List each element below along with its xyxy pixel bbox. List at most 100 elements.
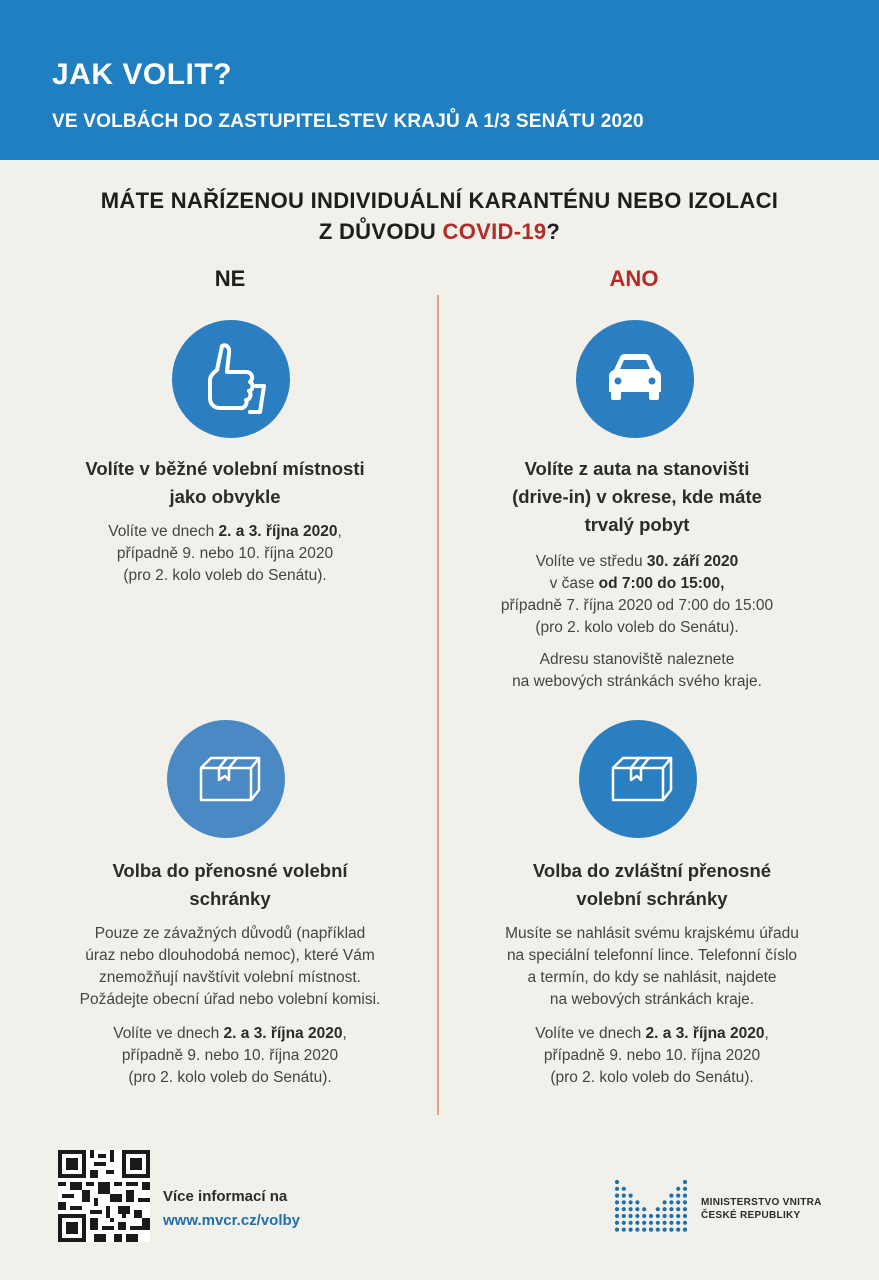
portable-box-dates: Volíte ve dnech 2. a 3. října 2020, bbox=[30, 1023, 430, 1045]
logo-dot bbox=[676, 1207, 681, 1212]
portable-box-text-3: znemožňují navštívit volební místnost. bbox=[99, 969, 361, 986]
logo-dot bbox=[635, 1213, 640, 1219]
logo-dot bbox=[648, 1227, 654, 1232]
drive-in-block: Volíte z auta na stanovišti (drive-in) v… bbox=[452, 455, 822, 693]
logo-dot bbox=[655, 1220, 660, 1225]
car-icon bbox=[576, 320, 694, 438]
special-box-text-3: a termín, do kdy se nahlásit, najdete bbox=[527, 969, 777, 986]
portable-box-block: Volba do přenosné volební schránky Pouze… bbox=[30, 857, 430, 1089]
question-heading: MÁTE NAŘÍZENOU INDIVIDUÁLNÍ KARANTÉNU NE… bbox=[0, 185, 879, 247]
portable-box-text-4: Požádejte obecní úřad nebo volební komis… bbox=[79, 991, 381, 1008]
logo-dot bbox=[682, 1200, 688, 1205]
logo-dot bbox=[635, 1227, 640, 1232]
regular-voting-dates: Volíte ve dnech 2. a 3. října 2020, bbox=[40, 521, 410, 543]
logo-dot bbox=[614, 1200, 620, 1205]
logo-dot bbox=[662, 1207, 667, 1212]
regular-voting-alt-dates: případně 9. nebo 10. října 2020 bbox=[116, 545, 334, 562]
logo-dot bbox=[628, 1220, 633, 1225]
logo-dot bbox=[676, 1200, 681, 1205]
drive-in-title-1: Volíte z auta na stanovišti bbox=[524, 458, 750, 479]
logo-dot bbox=[676, 1193, 681, 1198]
special-box-text-2: na speciální telefonní lince. Telefonní … bbox=[506, 947, 798, 964]
portable-box-note: (pro 2. kolo voleb do Senátu). bbox=[128, 1069, 332, 1086]
drive-in-title-3: trvalý pobyt bbox=[584, 514, 690, 535]
logo-dot bbox=[642, 1207, 647, 1212]
ministry-logo bbox=[613, 1176, 689, 1236]
logo-dot bbox=[676, 1220, 681, 1225]
more-info-link[interactable]: www.mvcr.cz/volby bbox=[163, 1212, 300, 1229]
logo-dot bbox=[669, 1207, 674, 1212]
ministry-name-line-1: MINISTERSTVO VNITRA bbox=[701, 1197, 822, 1208]
special-box-dates: Volíte ve dnech 2. a 3. října 2020, bbox=[447, 1023, 857, 1045]
portable-box-title-2: schránky bbox=[189, 888, 271, 909]
bold-time: od 7:00 do 15:00, bbox=[598, 575, 725, 592]
thumbs-up-icon bbox=[172, 320, 290, 438]
logo-dot bbox=[669, 1193, 674, 1198]
logo-dot bbox=[682, 1186, 688, 1191]
logo-dot bbox=[621, 1186, 626, 1191]
question-line-2: Z DŮVODU COVID-19? bbox=[0, 216, 879, 247]
drive-in-alt-date: případně 7. října 2020 od 7:00 do 15:00 bbox=[500, 597, 774, 614]
bold-dates: 2. a 3. října 2020 bbox=[645, 1025, 765, 1042]
logo-dot bbox=[682, 1193, 688, 1198]
text-fragment: Volíte ve dnech bbox=[113, 1025, 224, 1042]
special-box-alt-dates: případně 9. nebo 10. října 2020 bbox=[543, 1047, 761, 1064]
logo-dot bbox=[628, 1200, 633, 1205]
drive-in-note: (pro 2. kolo voleb do Senátu). bbox=[535, 619, 739, 636]
logo-dot bbox=[614, 1220, 620, 1225]
qr-code bbox=[58, 1150, 150, 1242]
column-divider bbox=[437, 295, 439, 1115]
regular-voting-title-2: jako obvykle bbox=[169, 486, 281, 507]
answer-yes-heading: ANO bbox=[609, 266, 659, 291]
logo-dot bbox=[669, 1220, 674, 1225]
logo-dot bbox=[682, 1179, 688, 1185]
covid-highlight: COVID-19 bbox=[442, 219, 547, 244]
logo-dot bbox=[614, 1193, 620, 1198]
logo-dot bbox=[614, 1179, 620, 1185]
box-icon bbox=[579, 720, 697, 838]
bold-dates: 2. a 3. října 2020 bbox=[223, 1025, 343, 1042]
portable-box-alt-dates: případně 9. nebo 10. října 2020 bbox=[121, 1047, 339, 1064]
logo-dot bbox=[648, 1220, 654, 1225]
logo-dot bbox=[635, 1220, 640, 1225]
drive-in-title-2: (drive-in) v okrese, kde máte bbox=[512, 486, 762, 507]
drive-in-time: v čase od 7:00 do 15:00, bbox=[452, 573, 822, 595]
header-banner: JAK VOLIT? VE VOLBÁCH DO ZASTUPITELSTEV … bbox=[0, 0, 879, 160]
box-icon bbox=[167, 720, 285, 838]
regular-voting-title-1: Volíte v běžné volební místnosti bbox=[85, 458, 365, 479]
logo-dot bbox=[655, 1213, 660, 1219]
logo-dot bbox=[682, 1207, 688, 1212]
logo-dot bbox=[635, 1200, 640, 1205]
text-fragment: , bbox=[764, 1025, 769, 1042]
logo-dot bbox=[621, 1220, 626, 1225]
logo-dot bbox=[628, 1227, 633, 1232]
bold-date: 30. září 2020 bbox=[646, 553, 739, 570]
ministry-name-line-2: ČESKÉ REPUBLIKY bbox=[701, 1210, 801, 1221]
logo-dot bbox=[662, 1200, 667, 1205]
logo-dot bbox=[676, 1186, 681, 1191]
logo-dot bbox=[642, 1227, 647, 1232]
portable-box-text-2: úraz nebo dlouhodobá nemoc), které Vám bbox=[85, 947, 375, 964]
logo-dot bbox=[682, 1220, 688, 1225]
question-suffix: ? bbox=[546, 219, 561, 244]
logo-dot bbox=[682, 1213, 688, 1219]
question-prefix: Z DŮVODU bbox=[318, 219, 443, 244]
logo-dot bbox=[621, 1227, 626, 1232]
logo-dot bbox=[669, 1200, 674, 1205]
special-portable-box-block: Volba do zvláštní přenosné volební schrá… bbox=[447, 857, 857, 1089]
logo-dot bbox=[621, 1207, 626, 1212]
logo-dot bbox=[662, 1213, 667, 1219]
logo-dot bbox=[662, 1227, 667, 1232]
logo-dot bbox=[614, 1207, 620, 1212]
logo-dot bbox=[614, 1213, 620, 1219]
drive-in-date: Volíte ve středu 30. září 2020 bbox=[452, 551, 822, 573]
logo-dot bbox=[642, 1220, 647, 1225]
logo-dot bbox=[648, 1213, 654, 1219]
logo-dot bbox=[621, 1193, 626, 1198]
logo-dot bbox=[655, 1227, 660, 1232]
special-box-title-2: volební schránky bbox=[576, 888, 728, 909]
page-subtitle: VE VOLBÁCH DO ZASTUPITELSTEV KRAJŮ A 1/3… bbox=[52, 111, 644, 132]
logo-dot bbox=[655, 1207, 660, 1212]
logo-dot bbox=[621, 1200, 626, 1205]
regular-voting-note: (pro 2. kolo voleb do Senátu). bbox=[123, 567, 327, 584]
